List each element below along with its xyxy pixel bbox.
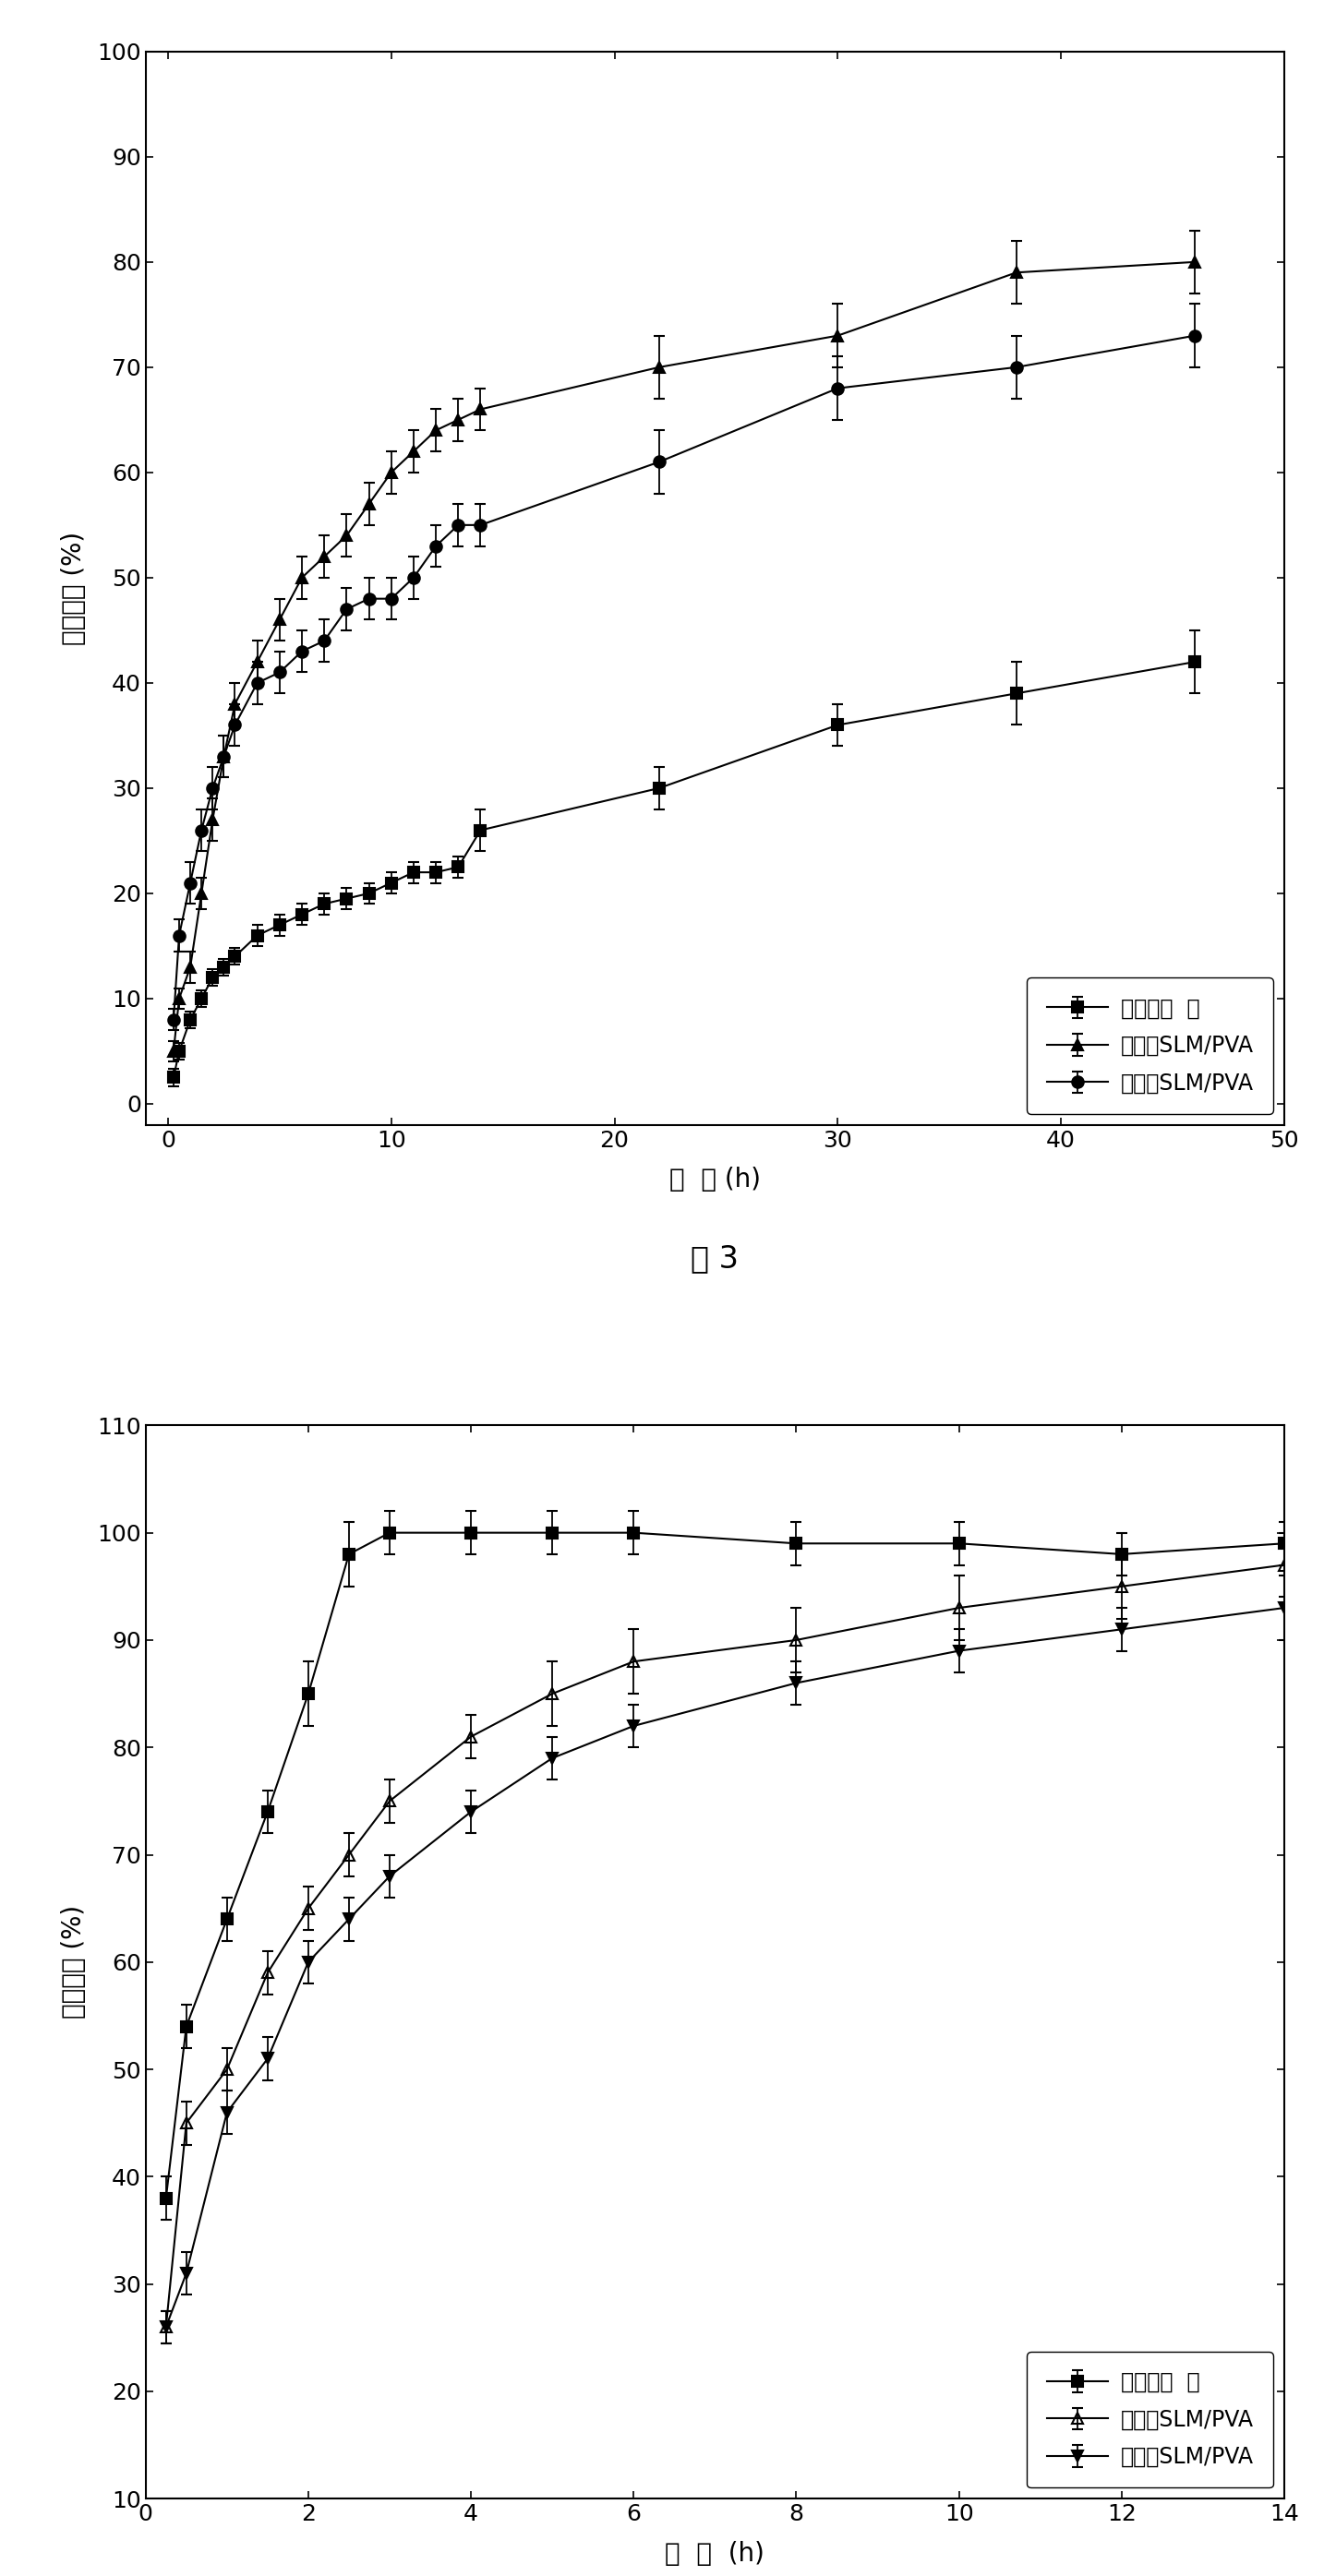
X-axis label: 时  间 (h): 时 间 (h) (669, 1167, 761, 1193)
X-axis label: 时  间  (h): 时 间 (h) (665, 2540, 765, 2566)
Y-axis label: 累计释放 (%): 累计释放 (%) (61, 531, 87, 644)
Legend: 氯氮平晶  体, 混合酯SLM/PVA, 硬脂精SLM/PVA: 氯氮平晶 体, 混合酯SLM/PVA, 硬脂精SLM/PVA (1027, 979, 1274, 1113)
Y-axis label: 累计释放 (%): 累计释放 (%) (61, 1906, 87, 2020)
Text: 图 3: 图 3 (691, 1242, 739, 1273)
Legend: 氯氮平晶  体, 硬脂精SLM/PVA, 混合酯SLM/PVA: 氯氮平晶 体, 硬脂精SLM/PVA, 混合酯SLM/PVA (1027, 2352, 1274, 2488)
